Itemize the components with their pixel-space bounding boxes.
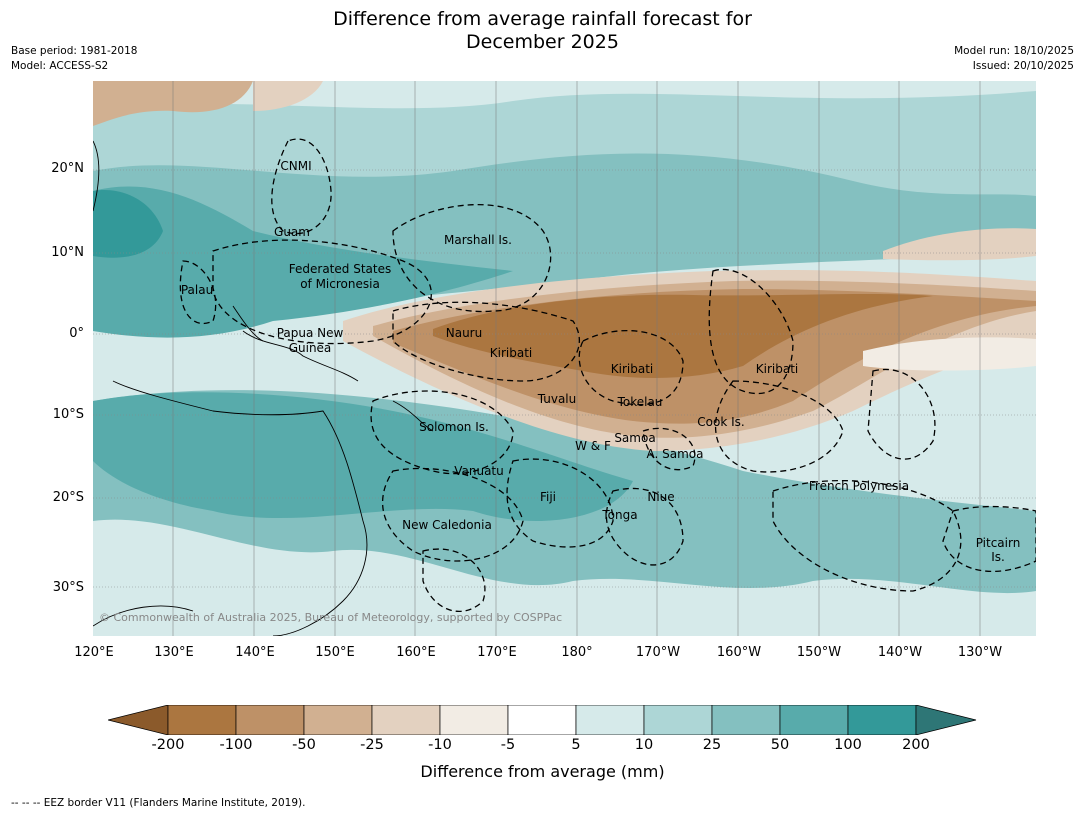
label-pitcairn-line2: Is. (991, 550, 1005, 564)
colorbar-tick-label: 25 (702, 737, 722, 753)
label-palau: Palau (181, 283, 213, 297)
lon-tick-150w: 150°W (796, 645, 842, 660)
colorbar-tick-label: -5 (500, 737, 516, 753)
colorbar-segment (575, 705, 645, 735)
base-model-info: Base period: 1981-2018 Model: ACCESS-S2 (11, 44, 137, 74)
colorbar-segment (779, 705, 849, 735)
colorbar-segment (439, 705, 509, 735)
label-cook-is: Cook Is. (697, 415, 744, 429)
colorbar-extend-high (915, 705, 977, 735)
south-light-zone (93, 519, 1036, 636)
colorbar-tick-label: 10 (634, 737, 654, 753)
label-png-line2: Guinea (289, 341, 332, 355)
colorbar-extend-low (108, 705, 169, 735)
colorbar-tick-label: -10 (428, 737, 452, 753)
colorbar-tick-label: 200 (902, 737, 930, 753)
label-tokelau: Tokelau (617, 395, 663, 409)
model-name: Model: ACCESS-S2 (11, 60, 109, 72)
lon-tick-180: 180° (561, 645, 593, 660)
label-guam: Guam (274, 225, 310, 239)
lon-tick-160e: 160°E (396, 645, 436, 660)
label-fiji: Fiji (540, 490, 556, 504)
lon-tick-170e: 170°E (477, 645, 517, 660)
label-samoa: Samoa (614, 431, 655, 445)
lon-tick-130e: 130°E (154, 645, 194, 660)
west-pacific-teal (93, 186, 513, 338)
label-tuvalu: Tuvalu (537, 392, 577, 406)
label-tonga: Tonga (601, 508, 637, 522)
label-png-line1: Papua New (277, 326, 344, 340)
chart-title: Difference from average rainfall forecas… (0, 8, 1085, 54)
model-run: Model run: 18/10/2025 (954, 45, 1074, 57)
base-period: Base period: 1981-2018 (11, 45, 138, 57)
label-marshall-is: Marshall Is. (444, 233, 512, 247)
issued-date: Issued: 20/10/2025 (972, 60, 1074, 72)
lon-tick-140w: 140°W (877, 645, 923, 660)
label-fsm-line1: Federated States (289, 262, 391, 276)
colorbar-segment (847, 705, 917, 735)
eez-footnote: -- -- -- EEZ border V11 (Flanders Marine… (11, 797, 306, 809)
colorbar-tick-label: 100 (834, 737, 862, 753)
label-fsm-line2: of Micronesia (300, 277, 380, 291)
lat-tick-20s: 20°S (52, 490, 84, 505)
south-teal-deep (93, 392, 633, 521)
title-line-2: December 2025 (466, 31, 619, 53)
lat-tick-30s: 30°S (52, 580, 84, 595)
label-new-caledonia: New Caledonia (402, 518, 492, 532)
label-kiribati-west: Kiribati (490, 346, 532, 360)
title-line-1: Difference from average rainfall forecas… (333, 8, 752, 30)
northwest-dry-light (253, 81, 323, 111)
label-wallis-futuna: W & F (575, 439, 611, 453)
colorbar-tick-label: 5 (571, 737, 581, 753)
lon-tick-120e: 120°E (74, 645, 114, 660)
label-niue: Niue (647, 490, 674, 504)
label-vanuatu: Vanuatu (454, 464, 504, 478)
lon-tick-160w: 160°W (716, 645, 762, 660)
colorbar-segment (643, 705, 713, 735)
copyright-notice: © Commonwealth of Australia 2025, Bureau… (99, 611, 562, 624)
coastlines (93, 140, 434, 636)
colorbar-tick-label: 50 (770, 737, 790, 753)
colorbar-segment (235, 705, 305, 735)
west-pacific-darkteal (93, 190, 163, 258)
label-french-polynesia: French Polynesia (809, 479, 909, 493)
east-dry-streak (883, 228, 1036, 261)
colorbar-label: Difference from average (mm) (420, 762, 665, 781)
label-cnmi: CNMI (280, 159, 311, 173)
label-solomon-is: Solomon Is. (419, 420, 489, 434)
label-pitcairn-line1: Pitcairn (976, 536, 1021, 550)
region-labels: CNMI Guam Marshall Is. Federated States … (181, 159, 1020, 564)
meridians (172, 81, 981, 636)
colorbar-tick-label: -50 (292, 737, 316, 753)
lat-tick-0: 0° (69, 326, 84, 341)
equatorial-dry-core (433, 293, 933, 378)
lat-tick-10n: 10°N (51, 245, 84, 260)
lat-tick-20n: 20°N (51, 161, 84, 176)
east-white-streak (863, 337, 1036, 371)
lon-tick-140e: 140°E (235, 645, 275, 660)
graticule (93, 169, 1036, 588)
label-american-samoa: A. Samoa (647, 447, 704, 461)
lon-tick-130w: 130°W (957, 645, 1003, 660)
label-kiribati-east: Kiribati (756, 362, 798, 376)
lon-tick-150e: 150°E (315, 645, 355, 660)
lat-tick-10s: 10°S (52, 407, 84, 422)
colorbar-tick-label: -100 (219, 737, 253, 753)
eez-borders (179, 138, 1036, 612)
colorbar-tick-label: -200 (151, 737, 185, 753)
colorbar-segment (711, 705, 781, 735)
label-nauru: Nauru (446, 326, 482, 340)
label-kiribati-central: Kiribati (611, 362, 653, 376)
colorbar-segment (167, 705, 237, 735)
colorbar (108, 705, 977, 735)
run-issue-info: Model run: 18/10/2025 Issued: 20/10/2025 (954, 44, 1074, 74)
rainfall-anomaly-map: CNMI Guam Marshall Is. Federated States … (93, 81, 1036, 636)
colorbar-segment (371, 705, 441, 735)
colorbar-segment (507, 705, 577, 735)
colorbar-tick-label: -25 (360, 737, 384, 753)
lon-tick-170w: 170°W (635, 645, 681, 660)
colorbar-segment (303, 705, 373, 735)
